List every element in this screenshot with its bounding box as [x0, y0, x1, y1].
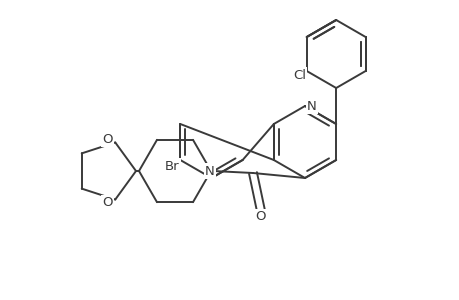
Text: N: N: [306, 100, 316, 112]
Text: N: N: [205, 164, 214, 178]
Text: O: O: [255, 211, 266, 224]
Text: O: O: [102, 133, 112, 146]
Text: Cl: Cl: [292, 68, 305, 82]
Text: O: O: [102, 196, 112, 209]
Text: Br: Br: [164, 160, 179, 172]
